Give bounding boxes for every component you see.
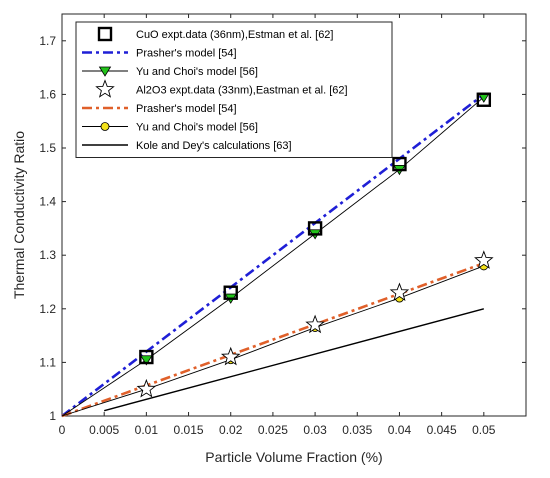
x-tick-label: 0.05 — [472, 423, 496, 437]
series-line — [61, 96, 485, 417]
x-tick-label: 0.005 — [89, 423, 119, 437]
data-point — [474, 250, 494, 269]
legend: CuO expt.data (36nm),Estman et al. [62] P… — [75, 21, 393, 158]
legend-entry: Yu and Choi's model [56] — [82, 122, 258, 134]
series-group — [61, 92, 494, 418]
legend-label: CuO expt.data (36nm),Estman et al. [62] — [136, 29, 333, 41]
legend-entry: Prasher's model [54] — [82, 103, 237, 115]
data-point — [476, 92, 492, 107]
axis-ticks: 0 0.005 0.01 0.015 0.02 0.025 0.03 0.035 0.04 0.0… — [39, 14, 526, 437]
legend-label: Kole and Dey's calculations [63] — [136, 140, 292, 152]
y-tick-label: 1 — [49, 409, 56, 423]
data-point — [140, 355, 153, 366]
data-point — [223, 285, 238, 300]
x-tick-label: 0.045 — [427, 423, 457, 437]
legend-label: Prasher's model [54] — [136, 48, 237, 60]
legend-marker — [100, 122, 110, 131]
legend-label: Prasher's model [54] — [136, 103, 237, 115]
y-axis-label: Thermal Conductivity Ratio — [11, 131, 27, 299]
y-tick-label: 1.5 — [39, 141, 56, 155]
legend-marker — [97, 26, 113, 42]
legend-entry: Kole and Dey's calculations [63] — [82, 140, 292, 152]
series-5 — [61, 262, 485, 418]
data-point — [305, 314, 325, 334]
legend-box — [75, 21, 393, 158]
y-tick-label: 1.2 — [39, 302, 56, 316]
series-7 — [103, 308, 485, 412]
x-tick-label: 0 — [59, 423, 66, 437]
series-line — [103, 308, 485, 412]
y-tick-label: 1.1 — [39, 355, 56, 369]
legend-marker — [95, 79, 115, 98]
series-line — [61, 262, 485, 418]
series-6 — [61, 265, 484, 417]
x-axis-label: Particle Volume Fraction (%) — [205, 449, 382, 465]
x-tick-label: 0.015 — [174, 423, 204, 437]
legend-marker — [98, 66, 112, 77]
legend-label: Yu and Choi's model [56] — [136, 122, 258, 134]
legend-label: Al2O3 expt.data (33nm),Eastman et al. [6… — [136, 85, 348, 97]
y-tick-label: 1.4 — [39, 195, 56, 209]
series-1-markers — [139, 92, 492, 365]
series-2 — [61, 93, 485, 418]
x-tick-label: 0.01 — [135, 423, 159, 437]
legend-entry: Al2O3 expt.data (33nm),Eastman et al. [6… — [95, 79, 348, 98]
series-4-markers — [136, 250, 494, 398]
x-tick-label: 0.04 — [388, 423, 412, 437]
legend-label: Yu and Choi's model [56] — [136, 66, 258, 78]
y-tick-label: 1.7 — [39, 34, 56, 48]
data-point — [389, 282, 410, 302]
y-tick-label: 1.3 — [39, 248, 56, 262]
series-line — [61, 265, 484, 417]
data-point — [136, 378, 157, 398]
legend-entry: Prasher's model [54] — [82, 48, 237, 60]
legend-entry: Yu and Choi's model [56] — [82, 66, 258, 78]
y-tick-label: 1.6 — [39, 87, 56, 101]
x-tick-label: 0.025 — [258, 423, 288, 437]
data-point — [392, 156, 407, 172]
data-point — [307, 221, 323, 236]
data-point — [220, 346, 241, 366]
x-tick-label: 0.035 — [342, 423, 372, 437]
data-point — [139, 349, 154, 365]
x-tick-label: 0.02 — [219, 423, 243, 437]
x-tick-label: 0.03 — [303, 423, 327, 437]
series-line — [61, 93, 485, 418]
legend-entry: CuO expt.data (36nm),Estman et al. [62] — [97, 26, 333, 42]
series-3 — [61, 96, 485, 417]
